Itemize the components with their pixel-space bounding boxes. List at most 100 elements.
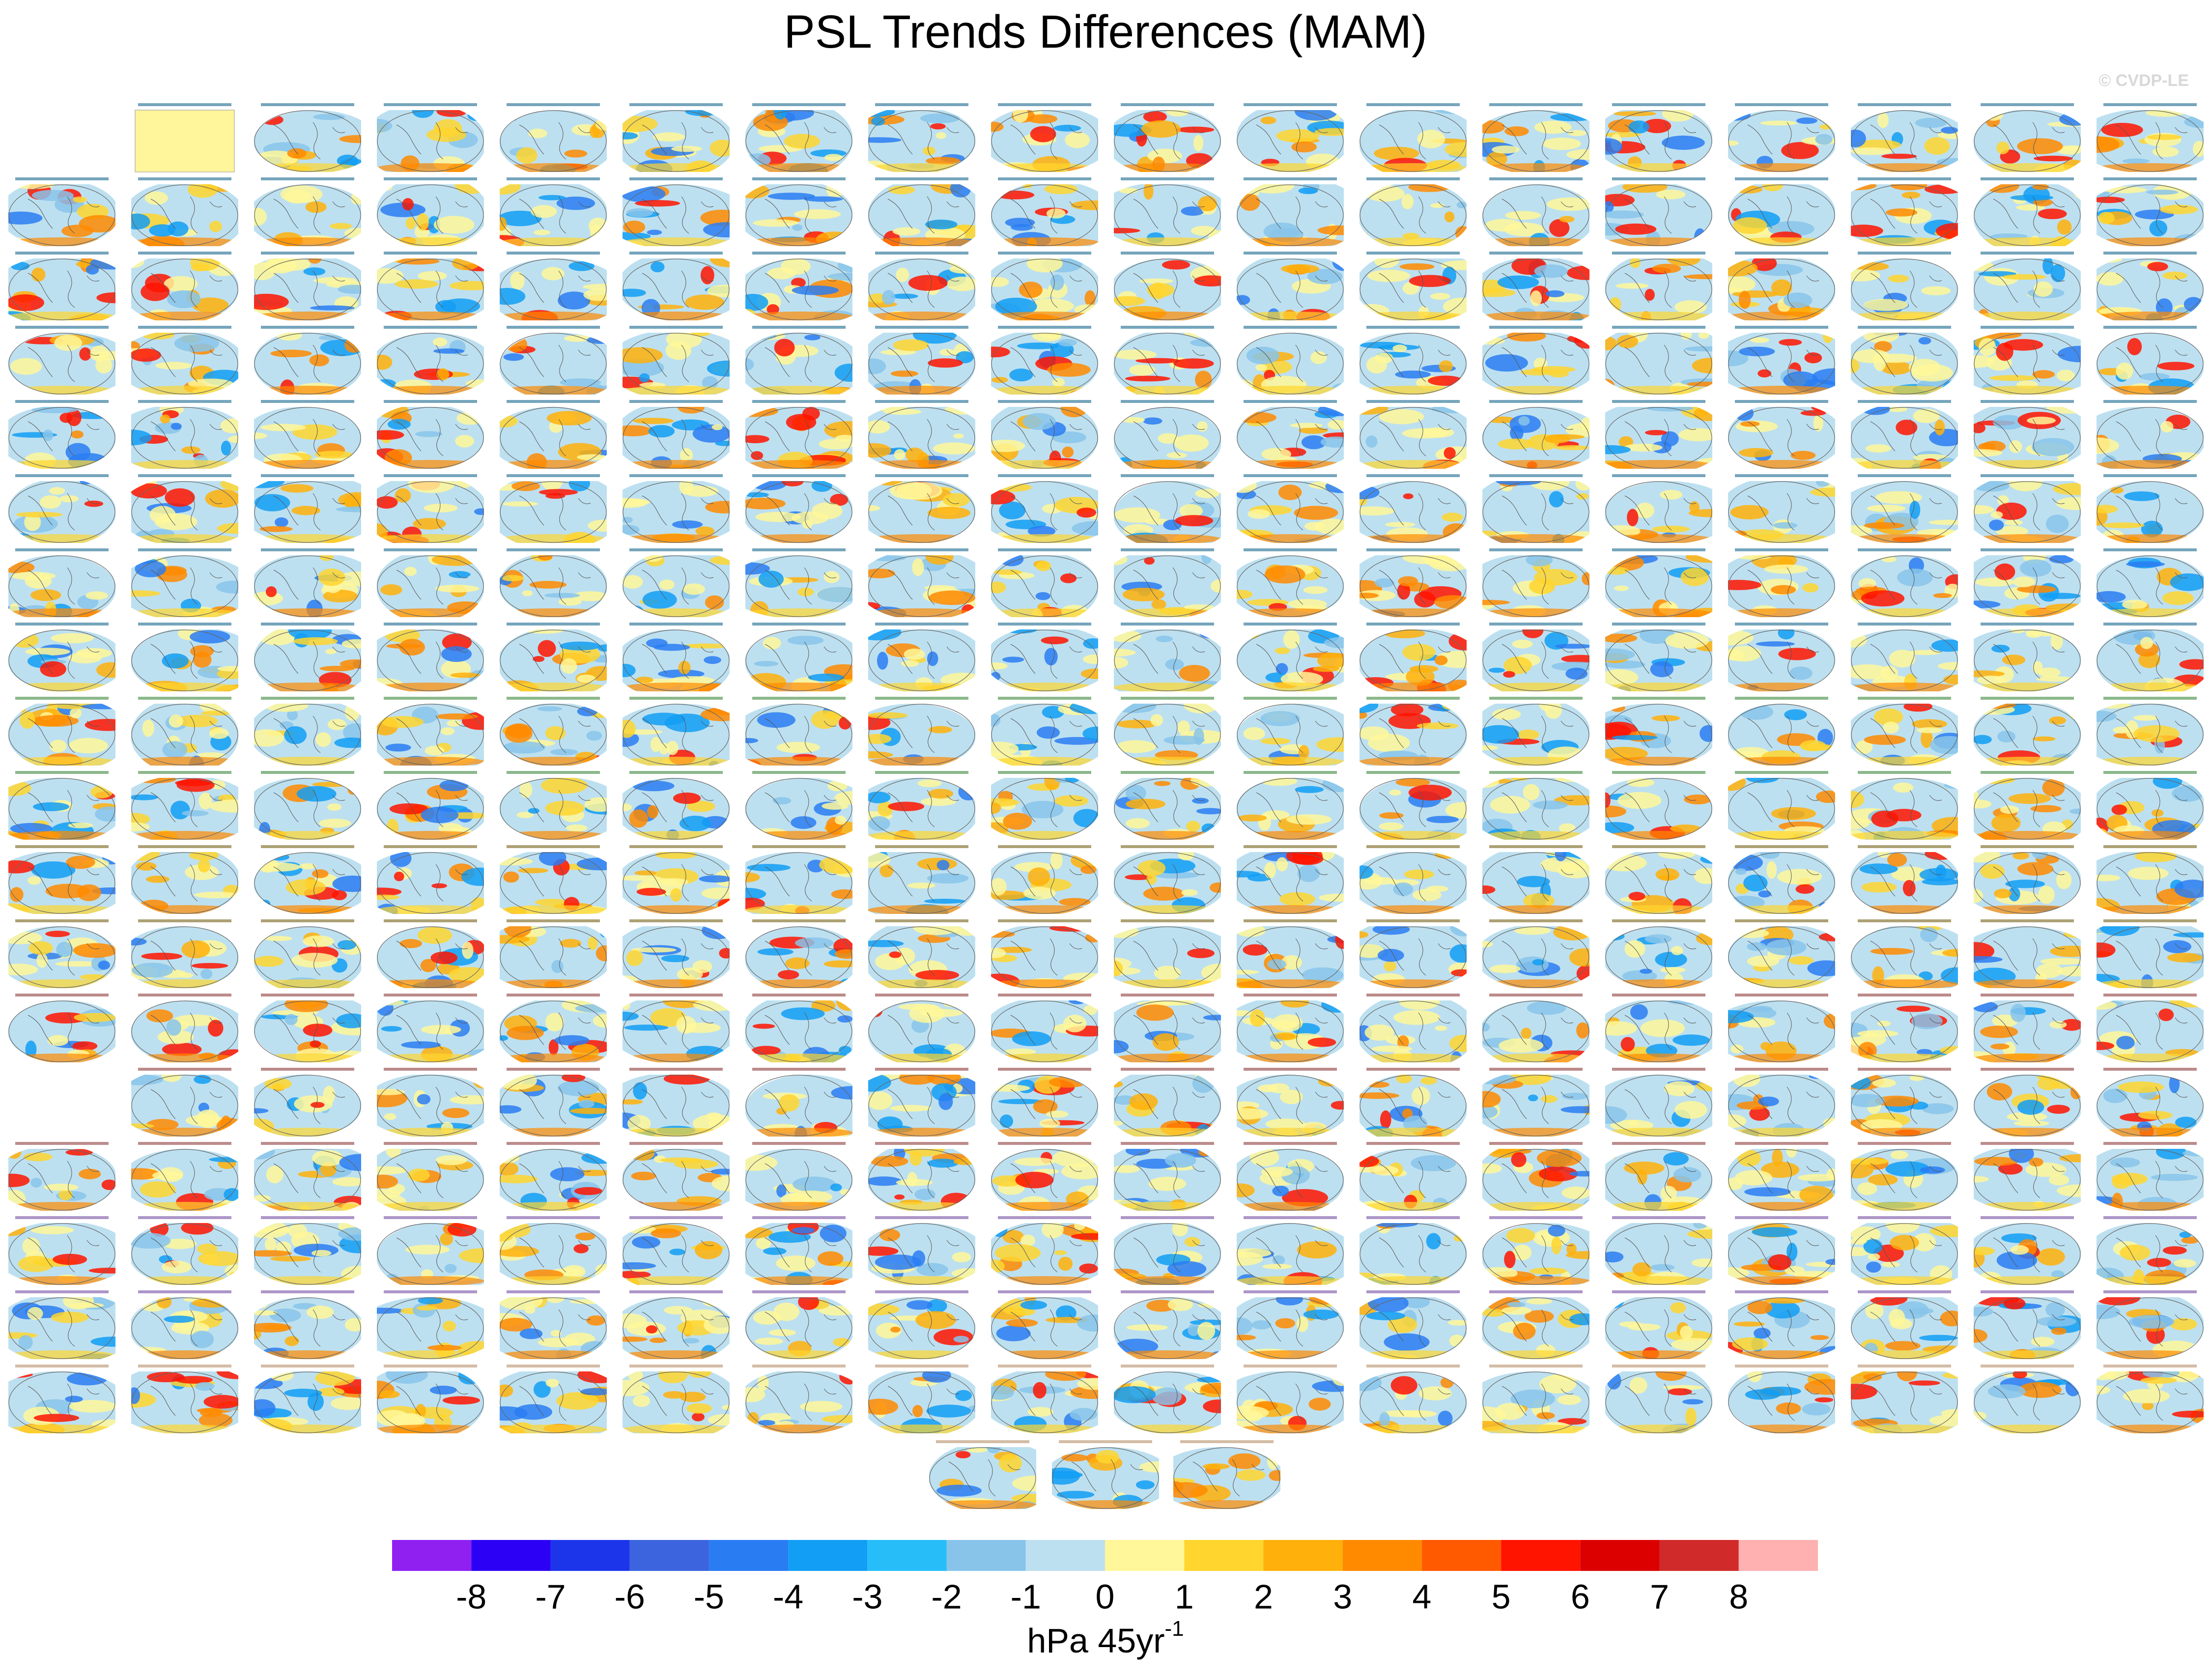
panel-blob: [1931, 639, 1958, 652]
panel-blob: [261, 114, 283, 125]
panel-title: [2103, 994, 2197, 997]
panel-map: [2097, 258, 2204, 320]
panel-blob: [1974, 481, 2010, 492]
panel-blob: [2056, 871, 2072, 889]
panel-blob: [1360, 485, 1380, 500]
panel-blob: [670, 888, 682, 902]
panel-blob: [1166, 110, 1190, 116]
panel-blob: [1940, 1046, 1958, 1055]
coastline: [1502, 641, 1574, 679]
panel-map: [1482, 629, 1589, 691]
panel-map: [623, 110, 730, 172]
panel-blob: [1136, 1004, 1174, 1021]
panel-blob: [500, 312, 607, 320]
panel-map: [745, 407, 852, 469]
map-panel: [991, 994, 1098, 1062]
panel-blob: [1893, 782, 1913, 793]
panel-blob: [44, 1183, 79, 1191]
panel-blob: [1412, 1086, 1430, 1106]
panel-blob: [538, 555, 553, 561]
panel-blob: [131, 813, 150, 826]
panel-title: [629, 326, 723, 329]
panel-map: [1728, 1075, 1835, 1137]
panel-blob: [633, 1082, 648, 1100]
panel-blob: [593, 1014, 607, 1028]
panel-blob: [2097, 874, 2121, 882]
panel-clip: [254, 184, 361, 246]
panel-title: [138, 771, 231, 774]
coastline: [1993, 122, 2065, 160]
panel-blob: [650, 737, 661, 752]
panel-blob: [131, 822, 150, 832]
panel-blob: [1979, 333, 2022, 339]
panel-blob: [745, 163, 852, 172]
panel-outline: [377, 778, 484, 840]
panel-blob: [682, 583, 706, 595]
panel-blob: [469, 670, 484, 685]
map-panel: [745, 548, 852, 617]
panel-blob: [745, 979, 852, 988]
panel-title: [138, 326, 231, 329]
panel-title: [2103, 252, 2197, 255]
panel-blob: [925, 219, 958, 229]
panel-outline: [254, 704, 361, 766]
panel-blob: [2097, 1000, 2117, 1010]
panel-blob: [927, 873, 969, 884]
panel-blob: [315, 732, 331, 747]
panel-blob: [8, 211, 43, 225]
panel-title: [629, 623, 723, 626]
panel-blob: [1996, 526, 2028, 537]
panel-clip: [1851, 184, 1958, 246]
panel-blob: [1662, 110, 1694, 122]
panel-blob: [925, 555, 954, 565]
map-panel: [8, 771, 115, 840]
panel-blob: [1733, 185, 1763, 194]
panel-map: [1851, 629, 1958, 691]
panel-blob: [1800, 740, 1826, 752]
panel-blob: [785, 957, 810, 969]
panel-blob: [817, 587, 852, 602]
panel-outline: [745, 778, 852, 840]
panel-title: [2103, 400, 2197, 403]
panel-blob: [1498, 438, 1534, 450]
panel-blob: [672, 520, 703, 529]
panel-outline: [1482, 1000, 1589, 1062]
panel-clip: [2097, 110, 2204, 172]
panel-blob: [380, 202, 426, 217]
panel-blob: [1022, 413, 1056, 430]
panel-outline: [745, 1075, 852, 1137]
coastline: [1870, 790, 1942, 827]
panel-clip: [1974, 481, 2081, 543]
panel-blob: [2009, 440, 2022, 453]
panel-blob: [71, 430, 84, 439]
panel-blob: [377, 316, 388, 320]
coastline: [150, 1086, 223, 1124]
panel-blob: [1974, 979, 2081, 988]
panel-blob: [2008, 886, 2020, 902]
panel-outline: [8, 852, 115, 914]
panel-blob: [205, 489, 238, 508]
panel-blob: [1689, 501, 1700, 513]
panel-clip: [1728, 1000, 1835, 1062]
coastline: [1379, 790, 1451, 827]
panel-blob: [578, 1100, 595, 1108]
panel-blob: [991, 662, 1008, 670]
panel-blob: [1373, 146, 1419, 161]
panel-map: [1114, 407, 1221, 469]
panel-map: [1605, 778, 1712, 840]
panel-blob: [1360, 407, 1389, 415]
panel-blob: [503, 114, 517, 122]
panel-blob: [1434, 852, 1458, 859]
coastline: [1133, 196, 1205, 234]
panel-blob: [1667, 258, 1701, 266]
panel-blob: [500, 1152, 520, 1164]
panel-blob: [1173, 358, 1214, 369]
panel-blob: [1896, 1005, 1930, 1012]
map-panel: [1237, 103, 1344, 172]
panel-blob: [1887, 853, 1907, 867]
panel-blob: [2174, 880, 2204, 899]
panel-map: [868, 778, 975, 840]
panel-blob: [1324, 637, 1344, 649]
panel-blob: [1054, 795, 1088, 807]
panel-blob: [1237, 312, 1344, 320]
